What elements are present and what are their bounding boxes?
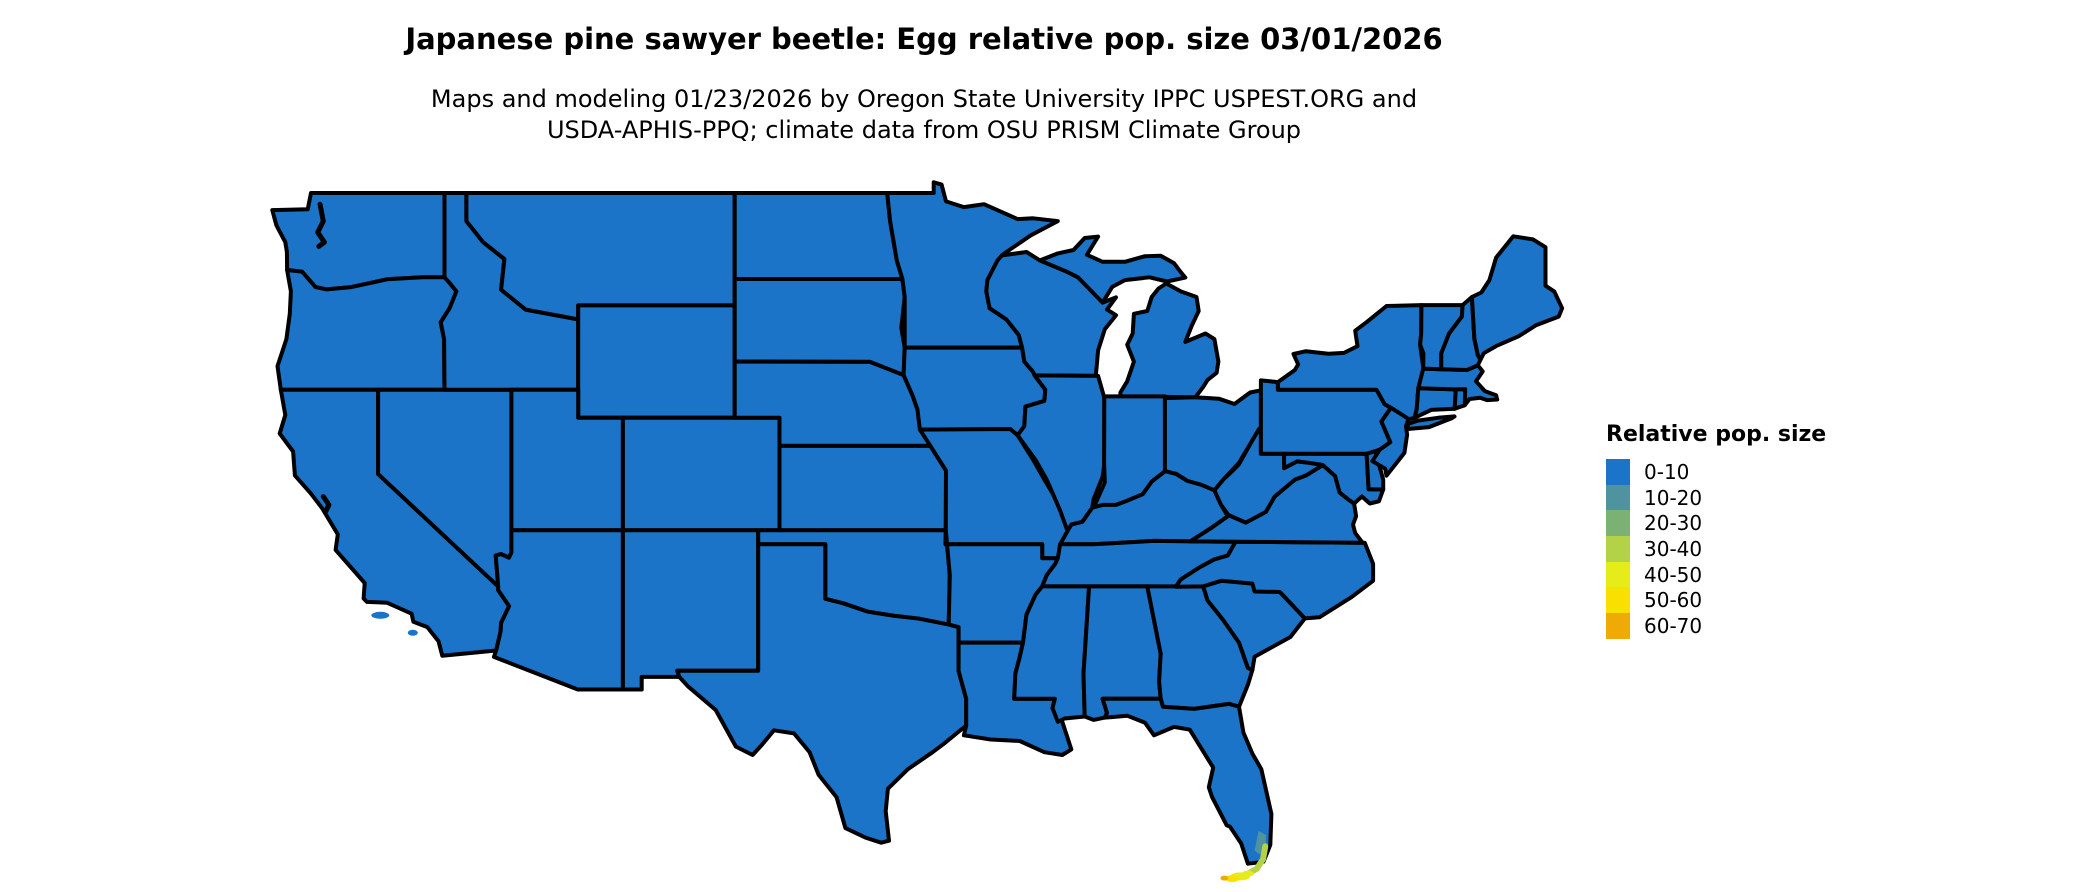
channel-islands [407,629,418,636]
subtitle-line-2: USDA-APHIS-PPQ; climate data from OSU PR… [546,116,1302,144]
sf-bay-line [320,494,332,515]
state-co [620,415,782,533]
legend: Relative pop. size 0-10 10-20 20-30 30-40 40… [1598,422,1918,639]
state-or [275,268,459,392]
state-milp [1118,281,1221,400]
legend-item: 0-10 [1598,459,1918,485]
state-fl [1100,696,1274,866]
legend-label: 30-40 [1644,536,1703,561]
legend-swatch [1606,561,1630,588]
legend-item: 50-60 [1598,587,1918,614]
state-tx [675,542,969,845]
legend-items: 0-10 10-20 20-30 30-40 40-50 50-60 60-70 [1598,459,1918,639]
state-ct [1412,386,1458,420]
overlay-south-florida-coast-strip [1247,843,1269,876]
legend-item: 40-50 [1598,561,1918,588]
state-wy [576,303,737,420]
legend-swatch [1606,536,1630,562]
map-subtitle: Maps and modeling 01/23/2026 by Oregon S… [0,84,1848,146]
legend-label: 0-10 [1644,459,1690,484]
legend-item: 60-70 [1598,613,1918,639]
legend-swatch [1606,510,1630,537]
legend-label: 10-20 [1644,485,1703,510]
legend-label: 60-70 [1644,613,1703,638]
legend-swatch [1606,587,1630,614]
legend-label: 50-60 [1644,588,1703,613]
overlay-westernmost-keys [1220,875,1229,881]
legend-title: Relative pop. size [1606,422,1827,447]
overlay-key-west-area [1225,875,1240,883]
state-nd [732,191,905,281]
legend-item: 10-20 [1598,484,1918,511]
subtitle-line-1: Maps and modeling 01/23/2026 by Oregon S… [430,85,1418,113]
state-longisland [1405,414,1457,431]
puget-sound-line [315,201,327,249]
legend-swatch [1606,613,1630,639]
legend-label: 20-30 [1644,511,1703,536]
channel-islands [371,611,390,619]
page-title: Japanese pine sawyer beetle: Egg relativ… [405,22,1443,56]
state-me [1469,234,1565,362]
state-az [491,528,625,692]
legend-label: 40-50 [1644,562,1703,587]
legend-swatch [1606,484,1630,511]
state-nm [620,528,761,692]
state-miup [1037,234,1188,305]
legend-item: 30-40 [1598,536,1918,562]
state-ks [777,443,948,533]
legend-item: 20-30 [1598,510,1918,537]
state-nc [1173,539,1376,621]
legend-swatch [1606,459,1630,485]
